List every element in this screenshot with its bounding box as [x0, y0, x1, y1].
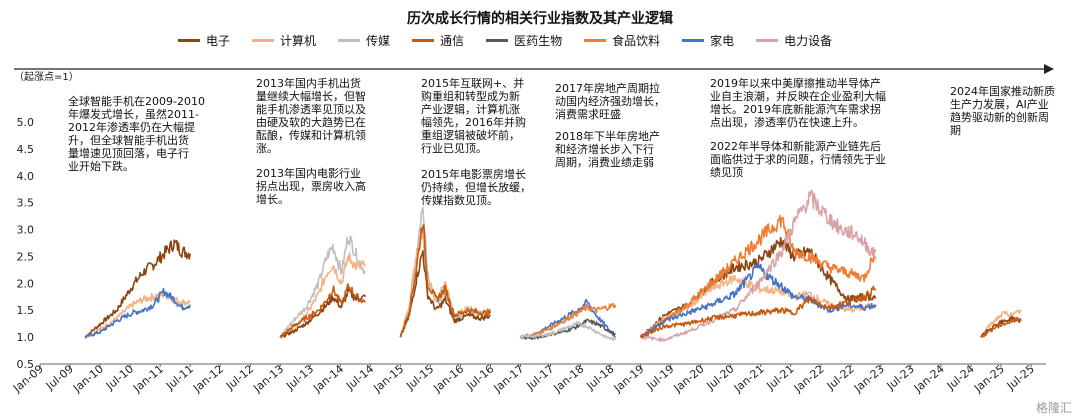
- legend-item: 计算机: [252, 32, 316, 49]
- x-tick-label: Jan-14: [310, 362, 346, 395]
- series-line-传媒: [279, 235, 367, 338]
- x-tick-label: Jan-15: [370, 362, 406, 395]
- x-tick-label: Jul-16: [463, 362, 496, 393]
- legend-label: 食品饮料: [612, 34, 661, 48]
- legend-item: 通信: [412, 32, 464, 49]
- x-tick-label: Jul-21: [764, 362, 797, 393]
- y-tick-label: 0.5: [17, 358, 35, 371]
- x-tick-label: Jul-11: [163, 362, 196, 393]
- legend: 电子 计算机 传媒 通信 医药生物 食品饮料 家电 电力设备: [178, 32, 832, 49]
- x-tick-label: Jul-17: [523, 362, 556, 393]
- annotation-2015-b: 2015年电影票房增长 仍持续，但增长放缓， 传媒指数见顶。: [421, 168, 531, 207]
- x-tick-label: Jan-21: [731, 362, 767, 395]
- annotation-2013-b: 2013年国内电影行业 拐点出现，票房收入高 增长。: [256, 167, 366, 206]
- legend-item: 传媒: [338, 32, 390, 49]
- watermark: 格隆汇: [1035, 401, 1072, 415]
- x-tick-label: Jul-10: [103, 362, 136, 393]
- x-tick-label: Jan-20: [671, 362, 707, 395]
- legend-swatch: [178, 39, 200, 42]
- series-line-家电: [639, 263, 877, 339]
- legend-label: 计算机: [280, 34, 317, 48]
- x-tick-label: Jul-12: [223, 362, 256, 393]
- x-tick-label: Jan-23: [851, 362, 887, 395]
- legend-item: 电子: [178, 32, 230, 49]
- legend-label: 通信: [440, 34, 465, 48]
- legend-item: 食品饮料: [584, 32, 660, 49]
- x-tick-label: Jul-09: [43, 362, 76, 393]
- legend-swatch: [412, 39, 435, 42]
- x-tick-label: Jan-13: [250, 362, 286, 395]
- annotation-2013-a: 2013年国内手机出货 量继续大幅增长，但智 能手机渗透率见顶以及 由硬及软的大…: [256, 77, 366, 155]
- x-tick-label: Jan-22: [791, 362, 827, 395]
- series-line-电子: [399, 250, 491, 338]
- legend-label: 医药生物: [514, 34, 563, 48]
- x-tick-label: Jul-15: [403, 362, 436, 393]
- series-line-通信: [640, 285, 877, 339]
- annotation-2017-b: 2018年下半年房地产 和经济增长步入下行 周期，消费业绩走弱: [555, 130, 660, 169]
- x-tick-label: Jan-10: [70, 362, 106, 395]
- legend-item: 电力设备: [756, 32, 832, 49]
- y-tick-label: 5.0: [17, 116, 35, 129]
- annotation-2015-a: 2015年互联网+、并 购重组和转型成为新 产业逻辑，计算机涨 幅领先，2016…: [421, 77, 526, 155]
- legend-swatch: [682, 39, 705, 42]
- legend-label: 电力设备: [784, 34, 833, 48]
- x-tick-label: Jan-11: [130, 362, 166, 395]
- legend-label: 传媒: [366, 34, 391, 48]
- x-tick-label: Jul-23: [884, 362, 917, 393]
- annotation-2009: 全球智能手机在2009-2010 年爆发式增长，虽然2011- 2012年渗透率…: [68, 95, 205, 173]
- annotation-2019-b: 2022年半导体和新能源产业链先后 面临供过于求的问题，行情领先于业 绩见顶: [710, 140, 886, 179]
- x-tick-label: Jul-25: [1004, 362, 1037, 393]
- y-tick-label: 2.0: [17, 277, 35, 290]
- annotation-2024: 2024年国家推动新质 生产力发展，AI产业 趋势驱动新的创新周 期: [950, 85, 1055, 137]
- x-tick-label: Jul-24: [944, 362, 977, 393]
- x-tick-label: Jan-16: [430, 362, 466, 395]
- series-line-通信: [399, 224, 492, 338]
- legend-swatch: [486, 39, 509, 42]
- y-tick-label: 1.5: [17, 304, 35, 317]
- x-tick-label: Jan-25: [971, 362, 1007, 395]
- y-tick-label: 4.0: [17, 170, 35, 183]
- legend-swatch: [584, 39, 607, 42]
- series-line-食品饮料: [640, 214, 877, 339]
- x-tick-label: Jul-20: [704, 362, 737, 393]
- series-line-家电: [84, 287, 191, 339]
- y-tick-label: 2.5: [17, 250, 35, 263]
- series-line-电力设备: [640, 189, 877, 342]
- legend-item: 医药生物: [486, 32, 562, 49]
- x-tick-label: Jul-19: [643, 362, 676, 393]
- x-tick-label: Jul-13: [283, 362, 316, 393]
- legend-item: 家电: [682, 32, 734, 49]
- x-tick-label: Jul-14: [343, 362, 376, 393]
- x-tick-label: Jan-12: [190, 362, 226, 395]
- legend-swatch: [338, 39, 361, 42]
- series-line-计算机: [84, 290, 191, 338]
- x-tick-label: Jan-24: [911, 362, 947, 395]
- series-line-传媒: [519, 321, 617, 342]
- x-tick-label: Jul-22: [824, 362, 857, 393]
- series-line-电子: [279, 288, 367, 338]
- series-line-通信: [279, 283, 366, 338]
- series-line-通信: [980, 316, 1022, 338]
- x-tick-label: Jan-18: [551, 362, 587, 395]
- legend-label: 电子: [206, 34, 231, 48]
- series-line-计算机: [980, 309, 1022, 338]
- y-tick-label: 1.0: [17, 331, 35, 344]
- chart-title: 历次成长行情的相关行业指数及其产业逻辑: [407, 11, 673, 27]
- legend-label: 家电: [710, 34, 735, 48]
- x-tick-label: Jan-19: [611, 362, 647, 395]
- legend-swatch: [756, 39, 779, 42]
- x-tick-label: Jan-17: [491, 362, 527, 395]
- timeline-arrow-head: [1044, 64, 1054, 74]
- base-note: （起涨点=1）: [14, 72, 79, 83]
- series-line-传媒: [399, 206, 492, 338]
- series-line-电子: [84, 239, 191, 338]
- legend-swatch: [252, 39, 275, 42]
- annotation-2017-a: 2017年房地产周期拉 动国内经济强劲增长， 消费需求旺盛: [555, 82, 665, 121]
- x-tick-label: Jul-18: [583, 362, 616, 393]
- y-tick-label: 4.5: [17, 143, 35, 156]
- annotation-2019-a: 2019年以来中美摩擦推动半导体产 业自主浪潮，并反映在企业盈利大幅 增长。20…: [710, 77, 886, 129]
- y-tick-label: 3.0: [17, 224, 35, 237]
- y-tick-label: 3.5: [17, 197, 35, 210]
